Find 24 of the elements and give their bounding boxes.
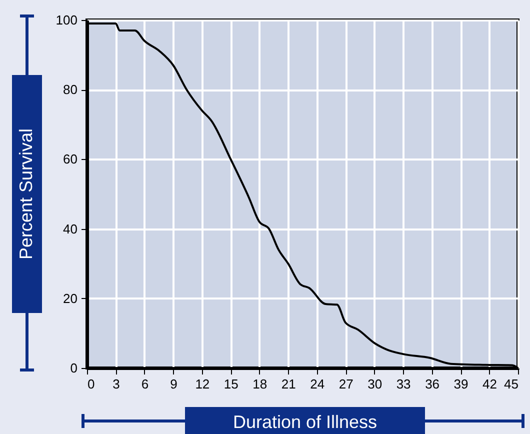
x-tick-label: 39 bbox=[454, 376, 468, 392]
x-tick-label: 15 bbox=[224, 376, 238, 392]
x-tick-label: 36 bbox=[425, 376, 440, 392]
y-tick-label: 100 bbox=[56, 12, 78, 28]
x-tick-label: 21 bbox=[281, 376, 296, 392]
y-axis-title: Percent Survival bbox=[16, 128, 36, 260]
x-tick-label: 0 bbox=[88, 376, 95, 392]
y-tick-label: 40 bbox=[63, 221, 78, 236]
x-tick-label: 27 bbox=[338, 376, 354, 392]
x-tick-label: 18 bbox=[252, 376, 268, 392]
x-tick-label: 9 bbox=[170, 376, 178, 392]
x-tick-label: 42 bbox=[482, 376, 497, 392]
x-tick-label: 30 bbox=[368, 376, 382, 392]
x-axis-title: Duration of Illness bbox=[232, 412, 378, 432]
x-tick-label: 6 bbox=[141, 376, 149, 392]
y-tick-label: 20 bbox=[63, 290, 78, 306]
x-tick-label: 33 bbox=[396, 376, 411, 392]
y-tick-label: 60 bbox=[63, 152, 78, 167]
x-tick-label: 12 bbox=[195, 376, 210, 392]
x-tick-label: 45 bbox=[504, 376, 518, 392]
x-tick-label: 3 bbox=[112, 376, 120, 392]
y-tick-label: 0 bbox=[70, 360, 78, 376]
y-tick-label: 80 bbox=[63, 82, 78, 98]
x-tick-label: 24 bbox=[310, 376, 325, 392]
